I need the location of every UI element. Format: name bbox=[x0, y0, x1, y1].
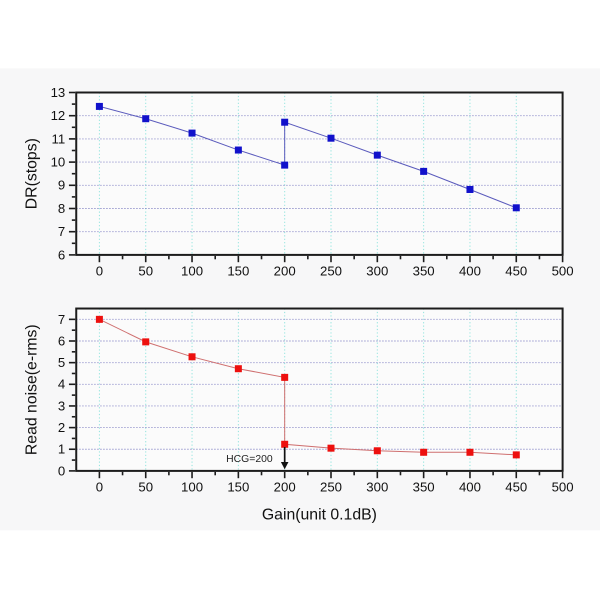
svg-text:HCG=200: HCG=200 bbox=[226, 454, 273, 465]
svg-text:400: 400 bbox=[459, 480, 481, 495]
svg-text:6: 6 bbox=[58, 247, 65, 262]
svg-text:3: 3 bbox=[58, 398, 65, 413]
svg-text:7: 7 bbox=[58, 224, 65, 239]
svg-text:0: 0 bbox=[96, 480, 103, 495]
svg-text:150: 150 bbox=[227, 480, 249, 495]
svg-text:13: 13 bbox=[51, 85, 66, 100]
svg-text:450: 450 bbox=[505, 264, 527, 279]
svg-text:10: 10 bbox=[51, 155, 66, 170]
svg-text:250: 250 bbox=[320, 480, 342, 495]
svg-text:100: 100 bbox=[181, 264, 203, 279]
svg-text:300: 300 bbox=[366, 264, 388, 279]
svg-text:50: 50 bbox=[138, 264, 153, 279]
svg-text:8: 8 bbox=[58, 201, 65, 216]
svg-text:450: 450 bbox=[505, 480, 527, 495]
svg-text:100: 100 bbox=[181, 480, 203, 495]
svg-text:6: 6 bbox=[58, 333, 65, 348]
svg-text:7: 7 bbox=[58, 312, 65, 327]
svg-text:250: 250 bbox=[320, 264, 342, 279]
svg-text:5: 5 bbox=[58, 355, 65, 370]
svg-text:350: 350 bbox=[413, 480, 435, 495]
svg-text:11: 11 bbox=[52, 131, 66, 146]
svg-text:2: 2 bbox=[58, 420, 65, 435]
svg-text:50: 50 bbox=[138, 480, 153, 495]
svg-text:Gain(unit 0.1dB): Gain(unit 0.1dB) bbox=[262, 507, 377, 524]
svg-text:Read noise(e-rms): Read noise(e-rms) bbox=[24, 324, 41, 455]
svg-text:400: 400 bbox=[459, 264, 481, 279]
svg-text:500: 500 bbox=[552, 480, 574, 495]
svg-text:200: 200 bbox=[274, 480, 296, 495]
svg-text:200: 200 bbox=[274, 264, 296, 279]
svg-text:12: 12 bbox=[51, 108, 66, 123]
svg-text:DR(stops): DR(stops) bbox=[24, 138, 41, 209]
svg-text:0: 0 bbox=[96, 264, 103, 279]
svg-text:150: 150 bbox=[227, 264, 249, 279]
svg-text:4: 4 bbox=[58, 377, 65, 392]
svg-text:9: 9 bbox=[58, 178, 65, 193]
svg-text:350: 350 bbox=[413, 264, 435, 279]
svg-text:300: 300 bbox=[366, 480, 388, 495]
svg-text:0: 0 bbox=[58, 463, 65, 478]
svg-text:1: 1 bbox=[58, 442, 65, 457]
svg-text:500: 500 bbox=[552, 264, 574, 279]
